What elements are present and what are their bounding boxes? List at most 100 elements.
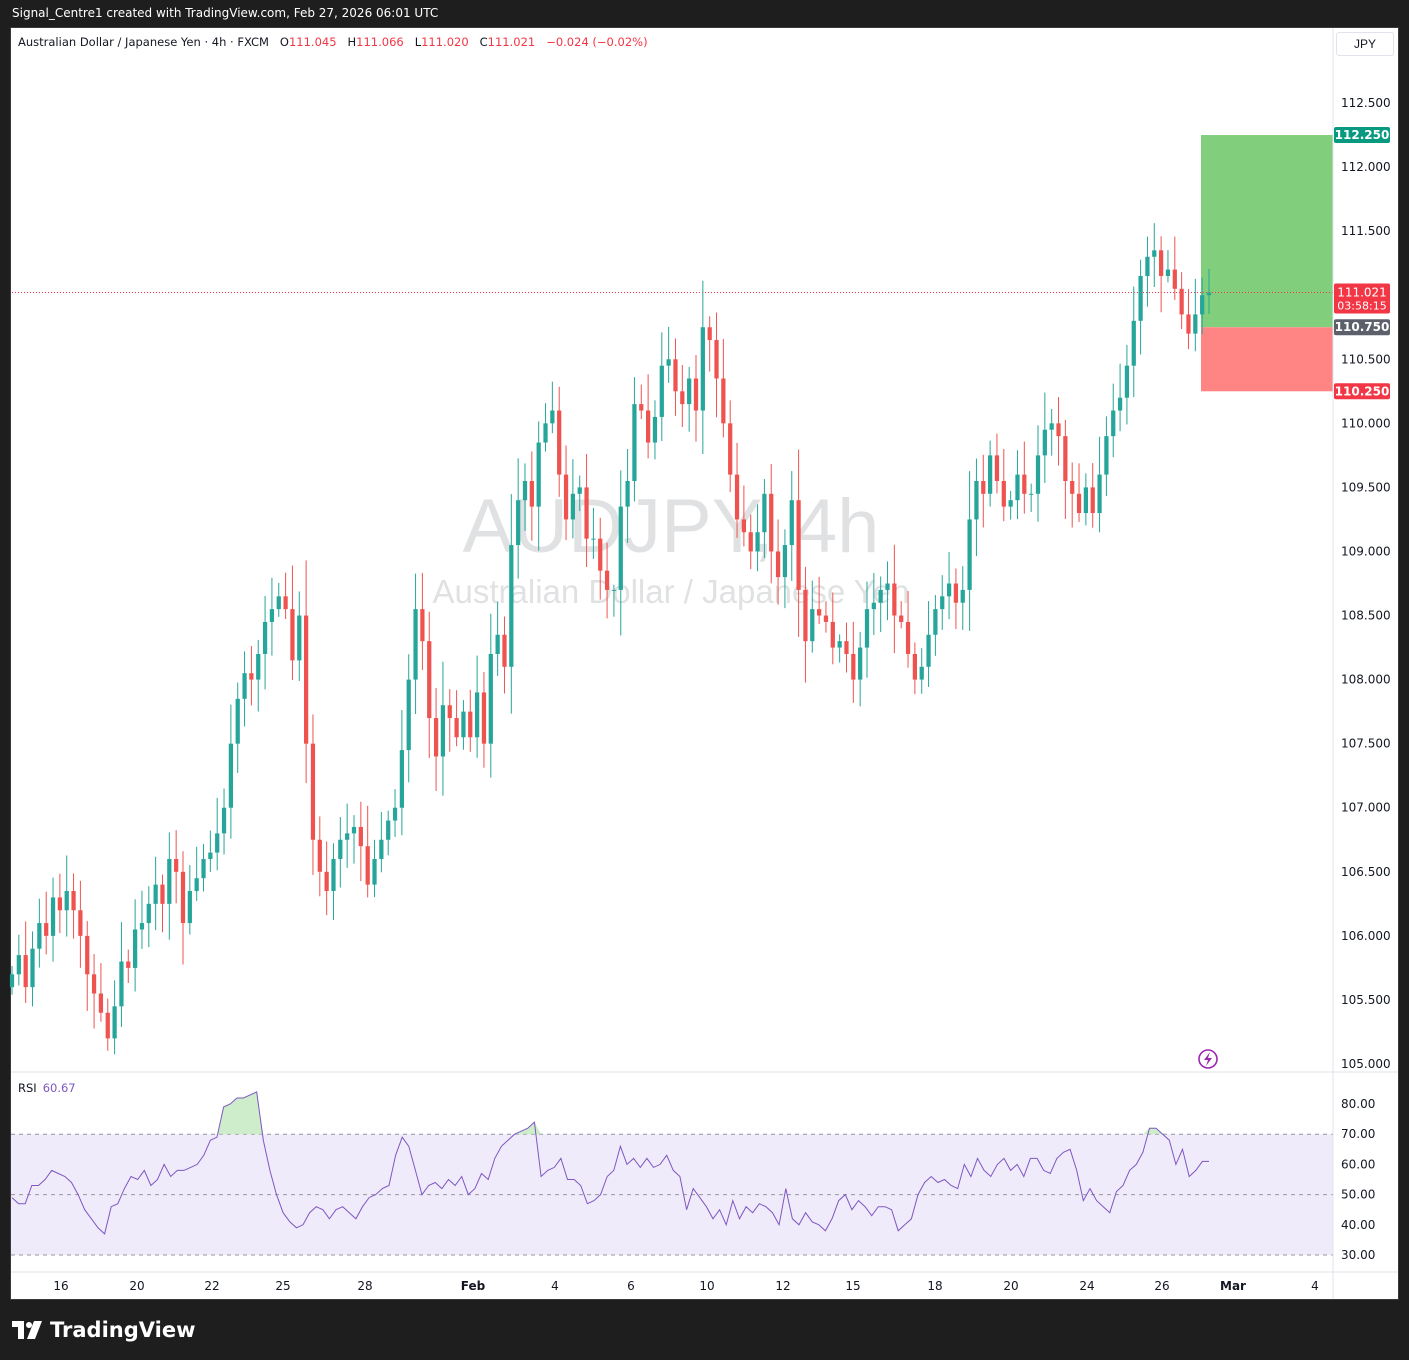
price-tick-label: 108.500 bbox=[1341, 609, 1391, 623]
candle-body bbox=[673, 359, 678, 392]
candle-body bbox=[228, 743, 234, 808]
candle-body bbox=[940, 596, 945, 610]
candle-body bbox=[1029, 493, 1034, 495]
candle-body bbox=[249, 673, 254, 680]
candle-body bbox=[864, 609, 870, 648]
candle-body bbox=[262, 621, 268, 654]
candle-body bbox=[1097, 474, 1102, 514]
candle-body bbox=[447, 705, 452, 719]
currency-button[interactable]: JPY bbox=[1336, 32, 1394, 56]
rsi-name: RSI bbox=[18, 1081, 37, 1095]
candle-body bbox=[324, 871, 329, 892]
candle-body bbox=[967, 519, 972, 590]
candle-body bbox=[1206, 292, 1212, 296]
candle-body bbox=[1049, 423, 1054, 430]
position-tool[interactable] bbox=[1201, 135, 1333, 392]
candle-body bbox=[91, 974, 97, 994]
price-tick-label: 105.500 bbox=[1341, 993, 1391, 1007]
candle-body bbox=[167, 858, 172, 904]
candle-body bbox=[481, 692, 487, 744]
price-tick-label: 106.000 bbox=[1341, 929, 1391, 943]
candle-body bbox=[1186, 314, 1191, 334]
candle-body bbox=[208, 852, 213, 859]
time-tick-label: 10 bbox=[699, 1279, 714, 1293]
time-tick-label: 4 bbox=[551, 1279, 559, 1293]
price-tick-label: 112.000 bbox=[1341, 160, 1391, 174]
candle-body bbox=[748, 532, 753, 552]
rsi-tick-label: 70.00 bbox=[1341, 1127, 1375, 1141]
candles bbox=[9, 223, 1212, 1055]
candle-body bbox=[50, 897, 56, 936]
candle-body bbox=[885, 583, 890, 590]
rsi-tick-label: 60.00 bbox=[1341, 1157, 1375, 1171]
candle-body bbox=[310, 743, 316, 840]
candle-body bbox=[625, 480, 630, 507]
target-price-tag-bg bbox=[1334, 127, 1390, 144]
candle-body bbox=[919, 666, 924, 680]
candle-body bbox=[1165, 269, 1171, 276]
candle-body bbox=[139, 923, 145, 930]
candle-body bbox=[598, 538, 603, 571]
candle-body bbox=[933, 609, 938, 635]
entry-price-tag: 110.750 bbox=[1335, 320, 1390, 334]
candle-body bbox=[283, 596, 288, 610]
candle-body bbox=[461, 711, 466, 738]
candle-body bbox=[892, 583, 897, 616]
high-label: H bbox=[347, 35, 357, 49]
candle-body bbox=[543, 423, 548, 443]
candle-body bbox=[317, 839, 322, 872]
candle-body bbox=[495, 634, 500, 654]
candle-body bbox=[221, 807, 227, 834]
candle-body bbox=[1076, 493, 1082, 514]
candle-body bbox=[201, 858, 206, 879]
candle-body bbox=[762, 493, 767, 533]
candle-body bbox=[550, 410, 555, 424]
candle-body bbox=[1022, 474, 1027, 494]
candle-body bbox=[878, 589, 883, 603]
candle-body bbox=[276, 596, 281, 610]
rsi-legend: RSI 60.67 bbox=[18, 1081, 76, 1095]
change-value: −0.024 (−0.02%) bbox=[546, 35, 648, 49]
candle-body bbox=[1172, 269, 1177, 289]
candle-body bbox=[591, 538, 596, 540]
candle-body bbox=[160, 884, 165, 904]
rsi-tick-label: 40.00 bbox=[1341, 1218, 1375, 1232]
symbol-description: Australian Dollar / Japanese Yen · 4h · … bbox=[18, 35, 269, 49]
candle-body bbox=[584, 487, 589, 539]
target-zone[interactable] bbox=[1201, 135, 1333, 328]
candle-body bbox=[44, 923, 49, 936]
candle-body bbox=[303, 615, 309, 744]
open-value: 111.045 bbox=[288, 35, 337, 49]
time-tick-label: 18 bbox=[927, 1279, 942, 1293]
candle-body bbox=[1117, 397, 1123, 411]
candle-body bbox=[64, 891, 69, 911]
candle-body bbox=[707, 327, 712, 341]
candle-body bbox=[1042, 429, 1047, 456]
candle-body bbox=[1193, 314, 1198, 334]
rsi-line bbox=[11, 1091, 1209, 1235]
candle-body bbox=[960, 589, 965, 603]
candle-body bbox=[242, 673, 247, 699]
candle-body bbox=[1035, 455, 1041, 494]
candle-body bbox=[666, 359, 671, 366]
tradingview-logo-icon bbox=[12, 1321, 42, 1339]
candle-body bbox=[714, 340, 719, 379]
candle-body bbox=[345, 833, 350, 840]
candle-body bbox=[700, 327, 705, 411]
candle-body bbox=[1200, 295, 1205, 315]
target-price-tag: 112.250 bbox=[1335, 128, 1390, 142]
time-tick-label: 20 bbox=[129, 1279, 144, 1293]
candle-body bbox=[153, 884, 158, 904]
candle-body bbox=[187, 891, 192, 924]
time-tick-label: 12 bbox=[775, 1279, 790, 1293]
stop-zone[interactable] bbox=[1201, 327, 1333, 392]
time-tick-label: 16 bbox=[53, 1279, 68, 1293]
stop-price-tag: 110.250 bbox=[1335, 384, 1390, 398]
stop-price-tag-bg bbox=[1334, 383, 1390, 400]
candle-body bbox=[728, 423, 733, 475]
candle-body bbox=[734, 474, 740, 520]
lightning-icon[interactable] bbox=[1198, 1049, 1218, 1069]
candle-body bbox=[372, 858, 377, 885]
